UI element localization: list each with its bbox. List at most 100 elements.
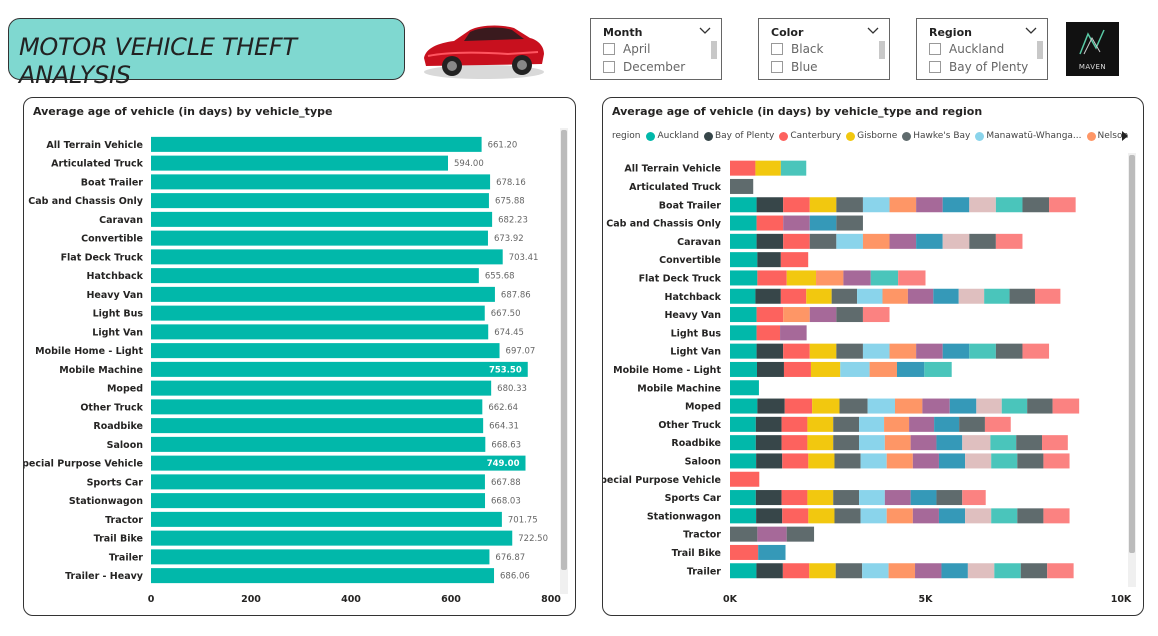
bar-segment-boat-trailer[interactable]	[862, 197, 890, 213]
bar-segment-tractor[interactable]	[730, 526, 758, 542]
bar-segment-trailer[interactable]	[730, 563, 757, 579]
bar-segment-cab-and-chassis-only[interactable]	[836, 215, 863, 231]
bar-segment-stationwagon[interactable]	[912, 508, 939, 524]
bar-boat-trailer[interactable]	[151, 174, 491, 190]
legend-item-bay-of-plenty[interactable]: Bay of Plenty	[703, 131, 774, 141]
bar-segment-boat-trailer[interactable]	[1049, 197, 1076, 213]
bar-segment-moped[interactable]	[1027, 398, 1053, 414]
bar-segment-saloon[interactable]	[886, 453, 913, 469]
bar-segment-other-truck[interactable]	[909, 416, 935, 432]
bar-segment-stationwagon[interactable]	[991, 508, 1018, 524]
bar-segment-stationwagon[interactable]	[938, 508, 966, 524]
slicer-option-april[interactable]: April	[603, 42, 650, 56]
bar-saloon[interactable]	[151, 436, 486, 452]
bar-segment-caravan[interactable]	[730, 233, 757, 249]
bar-articulated-truck[interactable]	[151, 155, 448, 171]
bar-segment-boat-trailer[interactable]	[1022, 197, 1050, 213]
bar-segment-roadbike[interactable]	[1042, 435, 1068, 451]
bar-segment-light-bus[interactable]	[730, 325, 757, 341]
bar-segment-flat-deck-truck[interactable]	[843, 270, 871, 286]
bar-segment-caravan[interactable]	[995, 233, 1023, 249]
bar-segment-boat-trailer[interactable]	[942, 197, 970, 213]
bar-segment-other-truck[interactable]	[959, 416, 985, 432]
bar-segment-mobile-home-light[interactable]	[869, 361, 897, 377]
bar-segment-flat-deck-truck[interactable]	[816, 270, 844, 286]
bar-segment-moped[interactable]	[839, 398, 868, 414]
bar-segment-stationwagon[interactable]	[860, 508, 887, 524]
bar-mobile-machine[interactable]	[151, 361, 528, 377]
bar-segment-sports-car[interactable]	[884, 490, 911, 506]
bar-segment-boat-trailer[interactable]	[756, 197, 784, 213]
bar-segment-moped[interactable]	[757, 398, 785, 414]
bar-segment-light-van[interactable]	[969, 343, 996, 359]
bar-segment-special-purpose-vehicle[interactable]	[730, 471, 760, 487]
bar-segment-other-truck[interactable]	[859, 416, 885, 432]
bar-roadbike[interactable]	[151, 418, 484, 434]
bar-segment-roadbike[interactable]	[781, 435, 808, 451]
bar-segment-sports-car[interactable]	[755, 490, 782, 506]
bar-trailer[interactable]	[151, 549, 490, 565]
bar-segment-heavy-van[interactable]	[730, 307, 757, 323]
bar-segment-moped[interactable]	[730, 398, 758, 414]
bar-segment-trailer[interactable]	[888, 563, 916, 579]
bar-segment-trailer[interactable]	[782, 563, 810, 579]
bar-segment-flat-deck-truck[interactable]	[730, 270, 758, 286]
bar-segment-light-van[interactable]	[730, 343, 757, 359]
slicer-option-black[interactable]: Black	[771, 42, 823, 56]
bar-segment-flat-deck-truck[interactable]	[757, 270, 787, 286]
bar-segment-sports-car[interactable]	[807, 490, 834, 506]
bar-segment-moped[interactable]	[812, 398, 840, 414]
bar-segment-roadbike[interactable]	[962, 435, 991, 451]
bar-caravan[interactable]	[151, 211, 493, 227]
bar-segment-moped[interactable]	[895, 398, 923, 414]
bar-segment-boat-trailer[interactable]	[809, 197, 837, 213]
bar-segment-sports-car[interactable]	[962, 490, 986, 506]
color-slicer[interactable]: Color Black Blue	[758, 18, 890, 80]
bar-segment-mobile-home-light[interactable]	[810, 361, 841, 377]
bar-segment-stationwagon[interactable]	[808, 508, 835, 524]
bar-segment-saloon[interactable]	[808, 453, 835, 469]
bar-segment-moped[interactable]	[1001, 398, 1028, 414]
bar-segment-light-bus[interactable]	[780, 325, 807, 341]
bar-segment-roadbike[interactable]	[730, 435, 756, 451]
bar-segment-flat-deck-truck[interactable]	[870, 270, 899, 286]
bar-segment-boat-trailer[interactable]	[969, 197, 996, 213]
bar-segment-light-van[interactable]	[889, 343, 917, 359]
bar-segment-flat-deck-truck[interactable]	[898, 270, 926, 286]
bar-segment-boat-trailer[interactable]	[995, 197, 1023, 213]
bar-segment-caravan[interactable]	[942, 233, 970, 249]
bar-segment-saloon[interactable]	[938, 453, 966, 469]
slicer-scrollbar[interactable]	[879, 41, 885, 59]
bar-segment-cab-and-chassis-only[interactable]	[730, 215, 757, 231]
bar-segment-hatchback[interactable]	[882, 288, 908, 304]
checkbox[interactable]	[929, 43, 941, 55]
bar-segment-stationwagon[interactable]	[1017, 508, 1044, 524]
bar-segment-flat-deck-truck[interactable]	[786, 270, 817, 286]
bar-segment-moped[interactable]	[1052, 398, 1080, 414]
bar-all-terrain-vehicle[interactable]	[151, 136, 482, 152]
bar-segment-roadbike[interactable]	[936, 435, 963, 451]
bar-segment-hatchback[interactable]	[831, 288, 858, 304]
bar-segment-saloon[interactable]	[756, 453, 783, 469]
bar-segment-caravan[interactable]	[809, 233, 837, 249]
bar-segment-roadbike[interactable]	[910, 435, 937, 451]
bar-segment-tractor[interactable]	[786, 526, 815, 542]
bar-segment-stationwagon[interactable]	[756, 508, 783, 524]
bar-cab-and-chassis-only[interactable]	[151, 193, 489, 209]
bar-segment-saloon[interactable]	[782, 453, 809, 469]
bar-segment-boat-trailer[interactable]	[730, 197, 757, 213]
slicer-option-december[interactable]: December	[603, 60, 685, 74]
bar-segment-heavy-van[interactable]	[836, 307, 863, 323]
bar-tractor[interactable]	[151, 511, 502, 527]
bar-segment-mobile-home-light[interactable]	[840, 361, 870, 377]
bar-trail-bike[interactable]	[151, 530, 513, 546]
bar-segment-boat-trailer[interactable]	[836, 197, 863, 213]
bar-segment-sports-car[interactable]	[936, 490, 963, 506]
checkbox[interactable]	[771, 61, 783, 73]
bar-segment-hatchback[interactable]	[984, 288, 1010, 304]
bar-segment-mobile-machine[interactable]	[730, 380, 759, 396]
bar-segment-light-van[interactable]	[1022, 343, 1050, 359]
legend-next-arrow-icon[interactable]	[1122, 131, 1128, 141]
bar-segment-caravan[interactable]	[862, 233, 890, 249]
bar-segment-light-van[interactable]	[942, 343, 970, 359]
